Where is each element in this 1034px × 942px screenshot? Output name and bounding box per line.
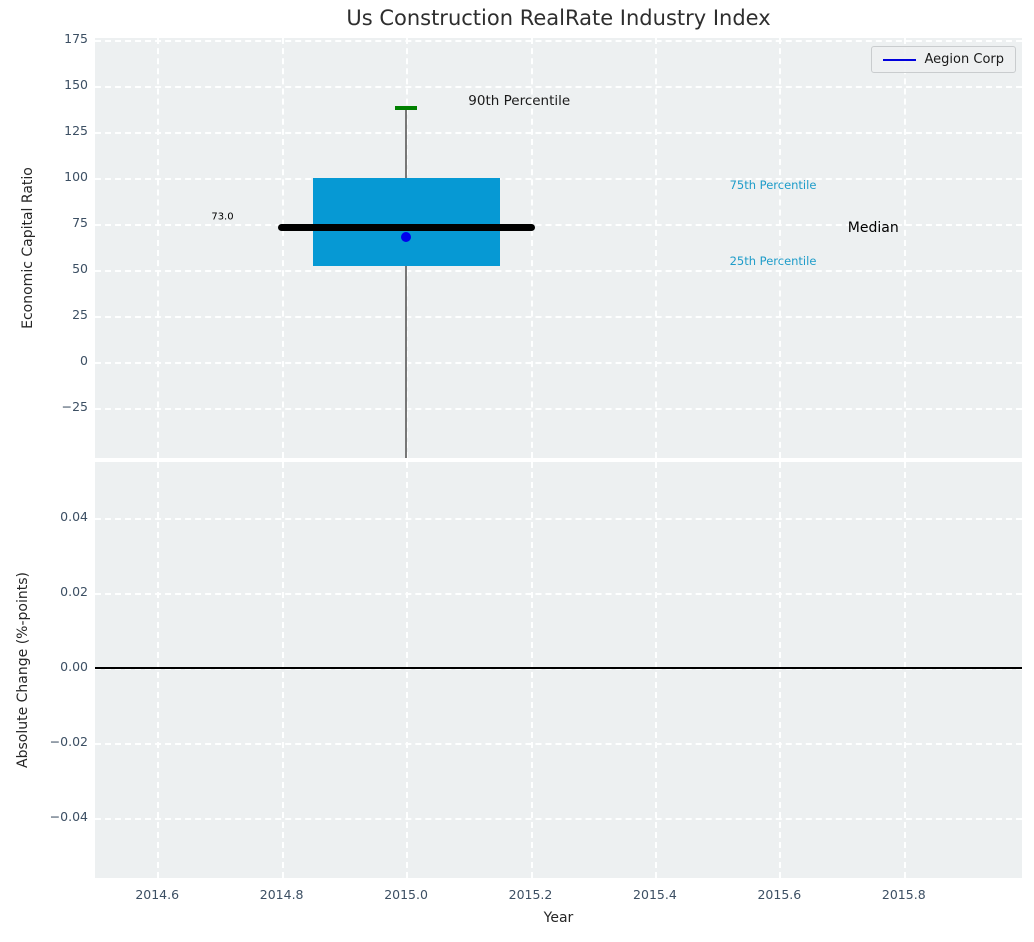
y-gridline — [95, 408, 1022, 411]
y-gridline — [95, 39, 1022, 42]
y-gridline — [95, 668, 1022, 671]
x-tick-label: 2015.6 — [757, 887, 802, 902]
x-gridline — [281, 38, 284, 458]
y-tick-label: 0.02 — [60, 584, 88, 600]
top-plot-area: 73.0 90th Percentile 75th Percentile Median… — [95, 38, 1022, 458]
chart-title: Us Construction RealRate Industry Index — [346, 6, 771, 30]
y-gridline — [95, 743, 1022, 746]
y-gridline — [95, 270, 1022, 273]
y-gridline — [95, 593, 1022, 596]
y-gridline — [95, 178, 1022, 180]
y-gridline — [95, 316, 1022, 319]
x-gridline — [903, 38, 906, 458]
x-tick-label: 2015.2 — [508, 887, 553, 902]
x-gridline — [530, 38, 533, 458]
y-tick-label: 125 — [64, 122, 88, 138]
y-gridline — [95, 518, 1022, 521]
y-tick-label: 150 — [64, 76, 88, 92]
y-gridline — [95, 131, 1022, 134]
x-tick-label: 2015.4 — [633, 887, 677, 902]
annotation-median: Median — [847, 219, 899, 236]
y-tick-label: 0 — [80, 353, 88, 369]
y-tick-label: 75 — [72, 215, 88, 231]
x-axis-label: Year — [543, 910, 574, 926]
legend: Aegion Corp — [870, 46, 1016, 73]
y-tick-label: 100 — [64, 169, 88, 184]
y-tick-label: 0.00 — [60, 659, 88, 675]
whisker-line — [405, 108, 407, 458]
annotation-25th-percentile: 25th Percentile — [729, 253, 817, 268]
x-gridline — [654, 38, 657, 458]
median-line — [277, 224, 535, 232]
y-tick-label: −0.04 — [49, 809, 88, 825]
y-gridline — [95, 362, 1022, 365]
y-tick-label: 25 — [72, 307, 88, 323]
legend-line-icon — [882, 58, 916, 61]
y-tick-label: −25 — [61, 399, 88, 415]
x-tick-label: 2015.8 — [881, 887, 926, 902]
y-gridline — [95, 818, 1022, 821]
y-tick-label: −0.02 — [49, 734, 88, 750]
x-gridline — [779, 38, 782, 458]
y-tick-label: 0.04 — [60, 509, 88, 525]
company-data-point — [401, 231, 412, 242]
x-tick-label: 2015.0 — [384, 887, 428, 902]
zero-axhline — [95, 667, 1022, 670]
top-y-axis-label: Economic Capital Ratio — [20, 167, 36, 329]
y-tick-label: 175 — [64, 30, 88, 46]
x-tick-label: 2014.8 — [259, 887, 304, 902]
p90-whisker-cap — [394, 106, 417, 110]
annotation-73-0: 73.0 — [211, 211, 234, 223]
y-gridline — [95, 224, 1022, 227]
y-tick-label: 50 — [72, 261, 88, 277]
x-gridline — [157, 38, 160, 458]
x-tick-label: 2014.6 — [135, 887, 180, 902]
legend-label: Aegion Corp — [924, 52, 1004, 67]
bottom-plot-area — [95, 462, 1022, 878]
y-gridline — [95, 85, 1022, 88]
annotation-75th-percentile: 75th Percentile — [729, 178, 817, 193]
annotation-90th-percentile: 90th Percentile — [468, 92, 571, 109]
iqr-box — [312, 178, 501, 267]
